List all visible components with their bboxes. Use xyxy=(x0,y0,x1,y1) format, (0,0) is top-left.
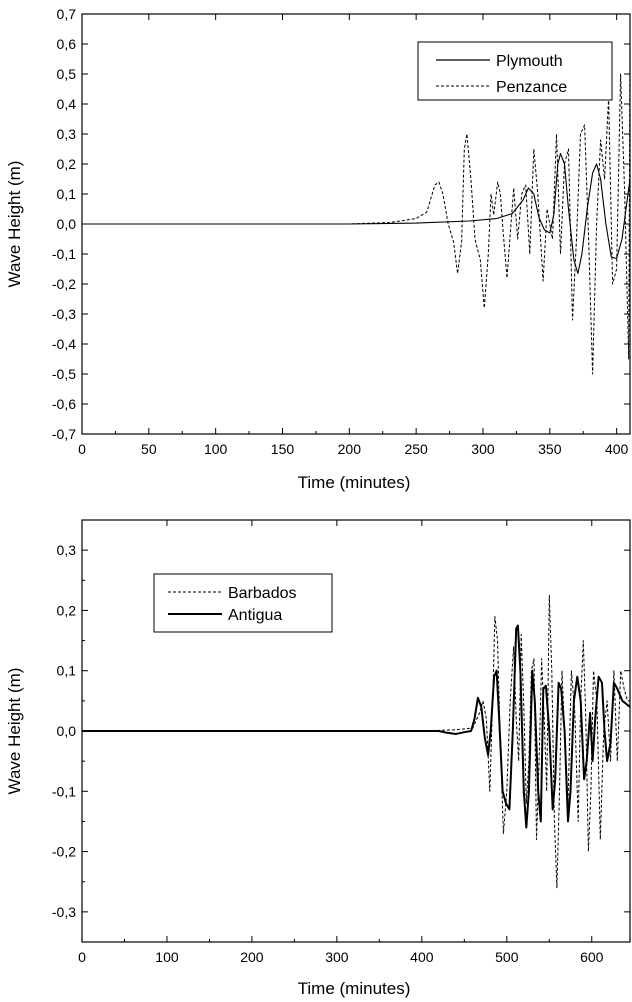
y-tick-label: -0,1 xyxy=(52,246,76,262)
y-tick-label: 0,2 xyxy=(57,156,77,172)
legend-label-penzance: Penzance xyxy=(496,79,567,96)
series-lines xyxy=(82,43,630,375)
x-tick-label: 600 xyxy=(580,949,604,965)
legend-label-barbados: Barbados xyxy=(228,585,297,602)
y-tick-label: -0,4 xyxy=(52,336,76,352)
y-tick-label: -0,5 xyxy=(52,366,76,382)
y-tick-label: 0,6 xyxy=(57,36,77,52)
y-tick-label: -0,6 xyxy=(52,396,76,412)
x-tick-label: 500 xyxy=(495,949,519,965)
x-tick-label: 200 xyxy=(338,441,362,457)
x-tick-label: 0 xyxy=(78,949,86,965)
y-tick-labels: -0,7 -0,6 -0,5 -0,4 -0,3 -0,2 -0,1 0,0 0,1 0,2 0,3… xyxy=(52,6,76,442)
y-tick-label: -0,2 xyxy=(52,844,76,860)
x-tick-labels: 0 100 200 300 400 500 600 xyxy=(78,949,604,965)
y-tick-label: 0,7 xyxy=(57,6,77,22)
y-tick-label: -0,3 xyxy=(52,904,76,920)
y-tick-label: -0,1 xyxy=(52,783,76,799)
x-axis-title: Time (minutes) xyxy=(298,979,411,998)
y-tick-labels: -0,3 -0,2 -0,1 0,0 0,1 0,2 0,3 xyxy=(52,542,76,920)
x-tick-labels: 0 50 100 150 200 250 300 350 400 xyxy=(78,441,628,457)
x-tick-label: 100 xyxy=(155,949,179,965)
legend-label-plymouth: Plymouth xyxy=(496,53,563,70)
y-tick-label: 0,1 xyxy=(57,186,77,202)
y-tick-label: 0,2 xyxy=(57,602,77,618)
y-tick-label: 0,0 xyxy=(57,723,77,739)
series-line-plymouth xyxy=(82,152,630,275)
y-tick-label: 0,1 xyxy=(57,663,77,679)
y-tick-label: 0,3 xyxy=(57,126,77,142)
y-tick-label: -0,3 xyxy=(52,306,76,322)
x-tick-label: 400 xyxy=(605,441,629,457)
x-tick-label: 250 xyxy=(404,441,428,457)
x-tick-label: 300 xyxy=(471,441,495,457)
legend: Plymouth Penzance xyxy=(417,41,613,101)
y-tick-label: -0,2 xyxy=(52,276,76,292)
legend-label-antigua: Antigua xyxy=(228,607,282,624)
series-lines xyxy=(82,594,630,889)
series-line-barbados xyxy=(82,594,630,889)
x-tick-label: 400 xyxy=(410,949,434,965)
legend-box xyxy=(417,41,613,101)
chart-barbados-antigua: 0 100 200 300 400 500 600 -0,3 -0,2 -0,1 0,0 0,1 0,… xyxy=(5,519,631,998)
y-tick-label: 0,3 xyxy=(57,542,77,558)
x-tick-label: 200 xyxy=(240,949,264,965)
x-tick-label: 300 xyxy=(325,949,349,965)
y-axis-title: Wave Height (m) xyxy=(5,161,24,288)
y-tick-label: 0,0 xyxy=(57,216,77,232)
y-tick-label: 0,5 xyxy=(57,66,77,82)
x-tick-label: 150 xyxy=(271,441,295,457)
x-tick-label: 350 xyxy=(538,441,562,457)
y-tick-label: -0,7 xyxy=(52,426,76,442)
x-axis-title: Time (minutes) xyxy=(298,473,411,492)
axis-ticks xyxy=(81,519,630,943)
x-tick-label: 0 xyxy=(78,441,86,457)
y-tick-label: 0,4 xyxy=(57,96,77,112)
x-tick-label: 100 xyxy=(204,441,228,457)
legend: Barbados Antigua xyxy=(153,573,333,633)
x-tick-label: 50 xyxy=(141,441,157,457)
series-line-penzance xyxy=(82,43,630,375)
chart-plymouth-penzance: 0 50 100 150 200 250 300 350 400 -0,7-0,6-0,5-0,… xyxy=(5,6,631,492)
y-axis-title: Wave Height (m) xyxy=(5,668,24,795)
legend-box xyxy=(153,573,333,633)
series-line-antigua xyxy=(82,624,630,829)
